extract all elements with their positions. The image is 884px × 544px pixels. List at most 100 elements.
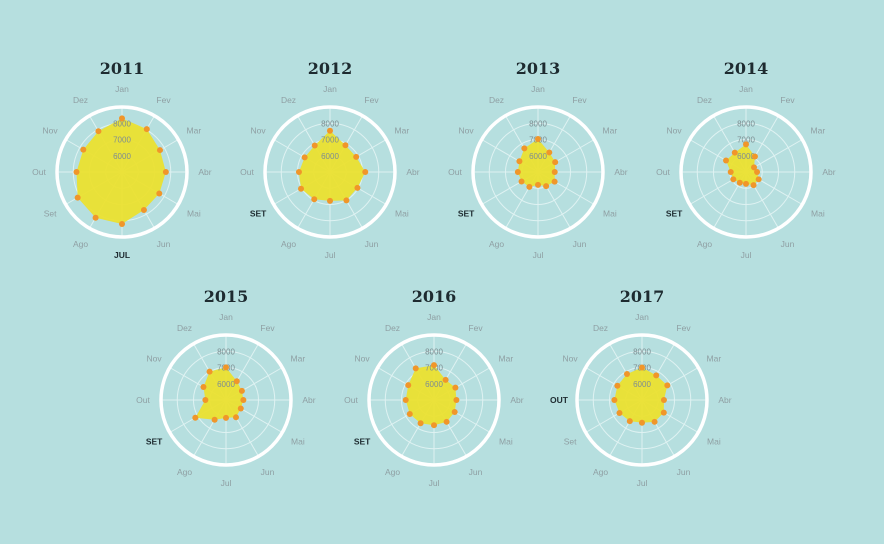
month-label-mai: Mai <box>291 437 305 447</box>
data-point-mai <box>755 176 762 183</box>
month-label-set: SET <box>458 209 475 219</box>
month-label-ago: Ago <box>385 467 400 477</box>
data-point-mar <box>751 164 758 171</box>
month-label-ago: Ago <box>73 239 88 249</box>
data-point-fev <box>653 372 660 379</box>
data-point-jan <box>639 364 645 371</box>
radial-tick-label: 6000 <box>217 380 235 389</box>
radar-chart-2015: 2015600070008000JanFevMarAbrMaiJunJulAgo… <box>136 287 316 488</box>
data-point-nov <box>80 146 87 153</box>
data-point-jan <box>223 364 229 371</box>
data-point-jul <box>535 181 541 188</box>
month-label-jan: Jan <box>739 84 753 94</box>
data-point-dez <box>412 365 419 372</box>
data-point-mar <box>452 384 459 391</box>
month-label-mar: Mar <box>603 126 618 136</box>
month-label-nov: Nov <box>251 126 267 136</box>
month-label-nov: Nov <box>563 354 579 364</box>
data-point-abr <box>660 397 667 403</box>
data-point-jul <box>327 197 333 204</box>
data-point-mai <box>451 408 458 415</box>
chart-title: 2015 <box>204 287 249 306</box>
data-point-mar <box>156 147 163 154</box>
month-label-mar: Mar <box>395 126 410 136</box>
data-point-mar <box>238 387 245 394</box>
month-label-jul: Jul <box>221 478 232 488</box>
data-point-mar <box>353 153 360 160</box>
month-label-out: Out <box>240 167 254 177</box>
month-label-dez: Dez <box>697 95 712 105</box>
month-label-nov: Nov <box>667 126 683 136</box>
data-point-jun <box>232 414 239 421</box>
data-point-fev <box>751 153 758 160</box>
outer-ring <box>263 105 397 239</box>
month-label-jun: Jun <box>677 467 691 477</box>
data-point-fev <box>442 376 449 383</box>
month-label-jan: Jan <box>115 84 129 94</box>
outer-ring <box>679 105 813 239</box>
month-label-mai: Mai <box>707 437 721 447</box>
outer-ring <box>575 333 709 467</box>
data-point-nov <box>405 382 412 389</box>
month-label-fev: Fev <box>260 323 275 333</box>
data-point-out <box>295 169 302 175</box>
month-label-jan: Jan <box>427 312 441 322</box>
data-point-ago <box>626 418 633 425</box>
data-point-nov <box>301 154 308 161</box>
month-label-out: Out <box>448 167 462 177</box>
data-point-abr <box>240 397 247 403</box>
data-point-dez <box>623 370 630 377</box>
month-label-abr: Abr <box>302 395 315 405</box>
chart-title: 2016 <box>412 287 457 306</box>
month-label-abr: Abr <box>406 167 419 177</box>
data-point-mar <box>664 382 671 389</box>
month-label-nov: Nov <box>459 126 475 136</box>
radial-tick-label: 7000 <box>737 136 755 145</box>
month-label-jan: Jan <box>635 312 649 322</box>
radial-tick-label: 6000 <box>529 152 547 161</box>
month-label-fev: Fev <box>364 95 379 105</box>
data-point-jul <box>223 414 229 421</box>
month-label-jun: Jun <box>573 239 587 249</box>
radial-tick-label: 6000 <box>633 380 651 389</box>
month-label-set: SET <box>250 209 267 219</box>
month-label-nov: Nov <box>355 354 371 364</box>
month-label-out: Out <box>136 395 150 405</box>
data-point-dez <box>731 149 738 156</box>
month-label-jun: Jun <box>261 467 275 477</box>
data-point-jul <box>639 419 645 426</box>
data-point-fev <box>233 378 240 385</box>
month-label-dez: Dez <box>177 323 192 333</box>
month-label-jul: Jul <box>325 250 336 260</box>
data-point-abr <box>551 169 558 175</box>
data-point-set <box>406 410 413 417</box>
data-point-ago <box>92 214 99 221</box>
month-label-jul: Jul <box>741 250 752 260</box>
data-point-ago <box>311 196 318 203</box>
month-label-dez: Dez <box>73 95 88 105</box>
radar-chart-2016: 2016600070008000JanFevMarAbrMaiJunJulAgo… <box>344 287 524 488</box>
data-point-mai <box>156 190 163 197</box>
month-label-ago: Ago <box>489 239 504 249</box>
month-label-fev: Fev <box>468 323 483 333</box>
month-label-fev: Fev <box>780 95 795 105</box>
month-label-set: SET <box>666 209 683 219</box>
radial-tick-label: 8000 <box>113 119 131 128</box>
month-label-mai: Mai <box>187 209 201 219</box>
month-label-jul: JUL <box>114 250 130 260</box>
data-point-mai <box>237 405 244 412</box>
data-point-mai <box>551 178 558 185</box>
radial-tick-label: 8000 <box>425 347 443 356</box>
month-label-nov: Nov <box>43 126 59 136</box>
data-point-nov <box>723 157 730 164</box>
month-label-mar: Mar <box>707 354 722 364</box>
radar-chart-2014: 2014 6000 7000 8000 Jan Fev Mar Abr Mai Jun Jul Ago… <box>656 59 836 260</box>
data-point-ago <box>417 420 424 427</box>
data-point-mai <box>660 409 667 416</box>
data-point-mai <box>354 184 361 191</box>
radar-chart-2017: 2017600070008000JanFevMarAbrMaiJunJulAgo… <box>550 287 732 488</box>
month-label-mar: Mar <box>811 126 826 136</box>
month-label-out: Out <box>344 395 358 405</box>
data-point-jun <box>750 182 757 189</box>
data-area <box>76 118 166 224</box>
